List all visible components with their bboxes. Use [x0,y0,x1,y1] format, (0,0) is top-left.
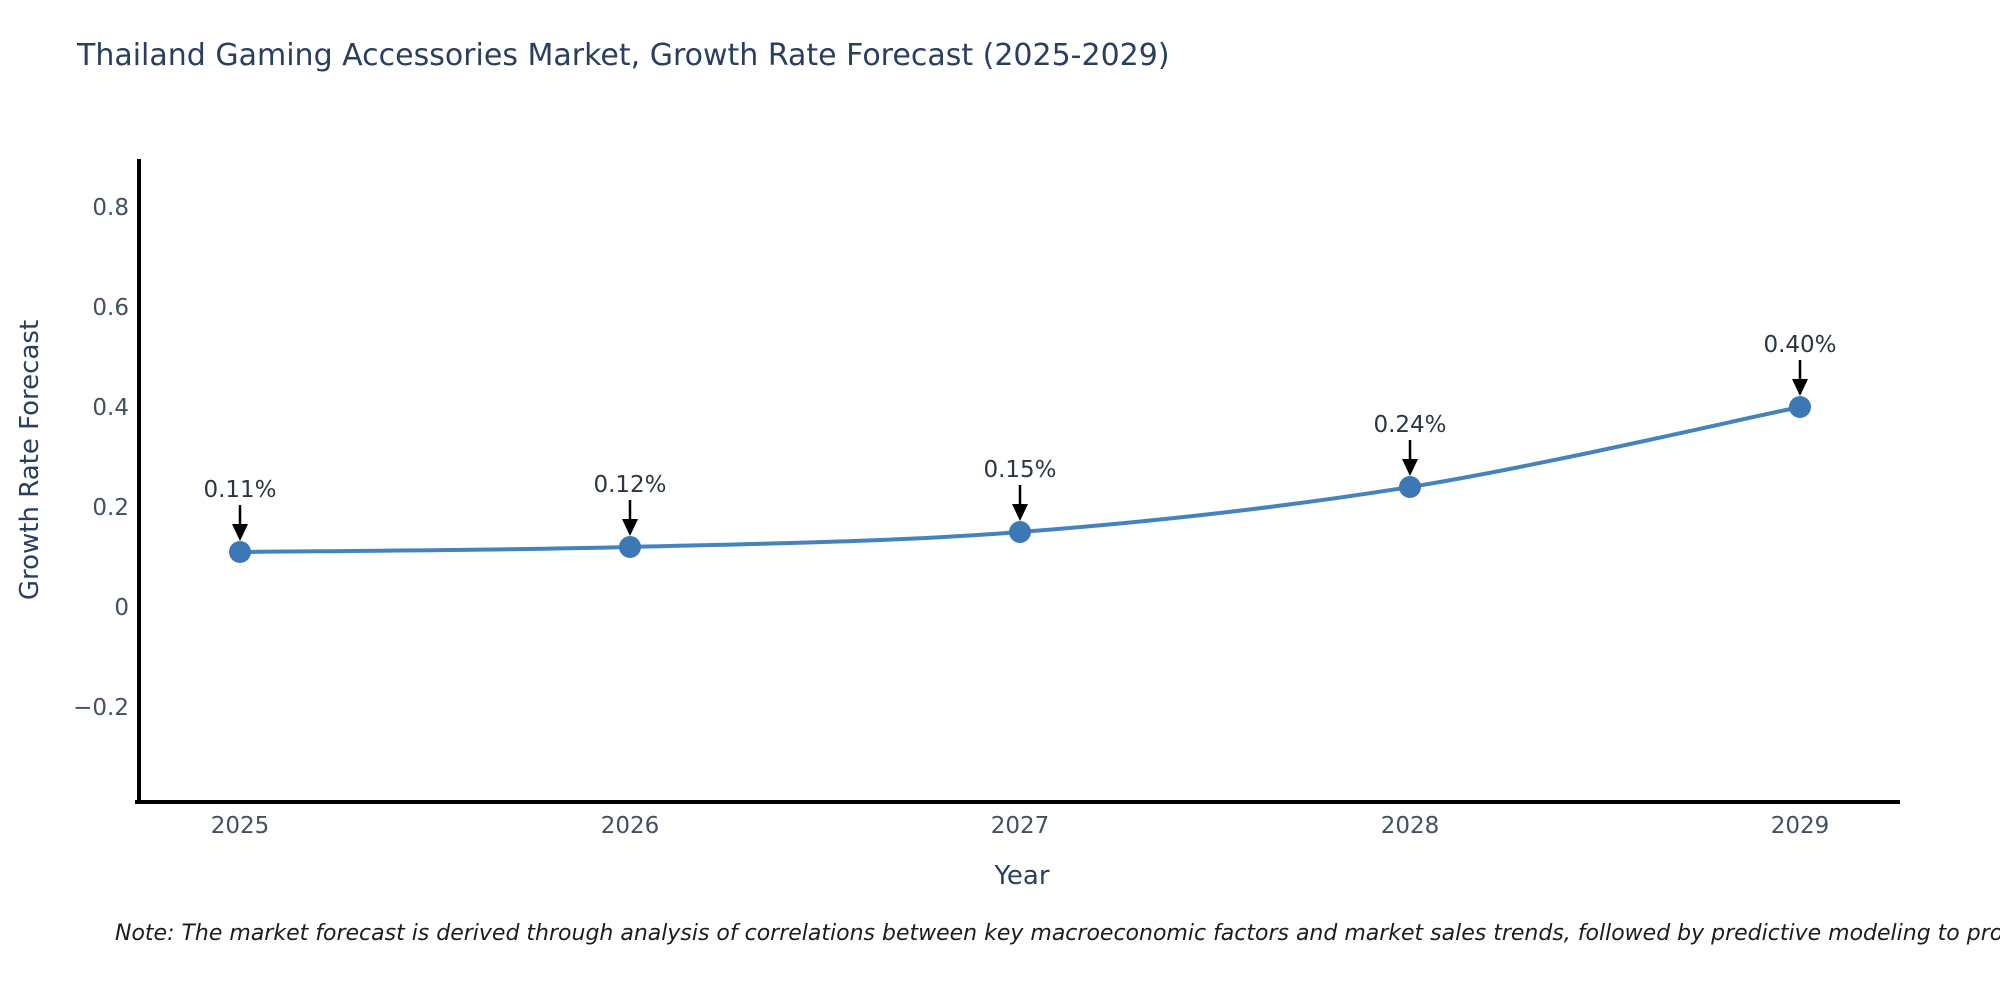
annotation-arrowhead [1792,379,1808,396]
annotation-label: 0.24% [1373,412,1446,438]
point-annotations: 0.11% 0.12% 0.15% 0.24% 0.40% [203,332,1837,541]
x-tick-label: 2026 [601,813,660,839]
y-tick-label: 0.2 [92,495,129,521]
x-axis-line [135,800,1900,804]
y-tick-label: 0.8 [92,195,129,221]
footnote: Note: The market forecast is derived thr… [115,921,2000,946]
annotation-label: 0.40% [1763,332,1836,358]
x-axis-ticks: 2025 2026 2027 2028 2029 [211,813,1830,839]
y-axis-ticks: 0.8 0.6 0.4 0.2 0 −0.2 [73,195,129,721]
y-tick-label: 0.6 [92,295,129,321]
chart-title: Thailand Gaming Accessories Market, Grow… [76,38,1170,73]
data-point-marker [1399,476,1421,498]
y-tick-label: −0.2 [73,695,129,721]
y-tick-label: 0.4 [92,395,129,421]
annotation-label: 0.12% [593,472,666,498]
annotation-arrowhead [622,519,638,536]
y-axis-line [137,159,141,804]
data-point-marker [1789,396,1811,418]
x-axis-title: Year [993,861,1049,891]
x-tick-label: 2029 [1771,813,1830,839]
data-point-marker [229,541,251,563]
data-point-marker [1009,521,1031,543]
x-tick-label: 2025 [211,813,270,839]
annotation-arrowhead [232,524,248,541]
data-point-marker [619,536,641,558]
annotation-arrowhead [1402,459,1418,476]
annotation-label: 0.11% [203,477,276,503]
annotation-arrowhead [1012,504,1028,521]
y-tick-label: 0 [114,595,129,621]
y-axis-title: Growth Rate Forecast [15,320,45,600]
annotation-label: 0.15% [983,457,1056,483]
x-tick-label: 2027 [991,813,1050,839]
line-series [229,396,1811,563]
x-tick-label: 2028 [1381,813,1440,839]
